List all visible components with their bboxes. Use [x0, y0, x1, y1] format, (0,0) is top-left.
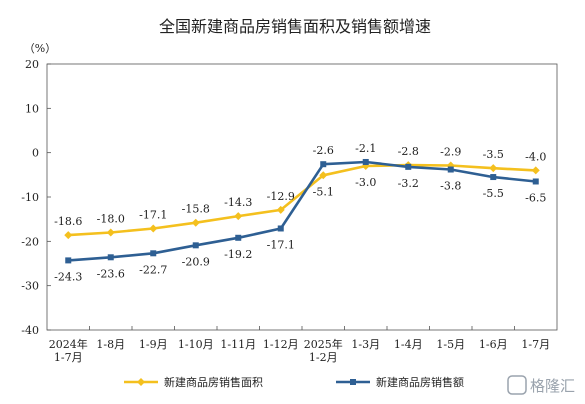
- series-layer: [64, 158, 540, 264]
- data-point: [65, 257, 72, 264]
- legend-marker: [350, 379, 356, 385]
- data-point: [362, 158, 369, 165]
- data-label: -23.6: [97, 267, 125, 280]
- data-label: -15.8: [182, 203, 210, 216]
- data-label: -24.3: [54, 270, 82, 283]
- data-point: [64, 231, 73, 240]
- data-point: [106, 228, 115, 237]
- x-tick-label: 2025年: [304, 337, 343, 351]
- data-label: -12.9: [267, 190, 295, 203]
- data-label: -5.5: [483, 187, 504, 200]
- data-point: [149, 224, 158, 233]
- data-label: -3.8: [440, 180, 461, 193]
- data-label: -17.1: [267, 238, 295, 251]
- data-label: -22.7: [139, 263, 167, 276]
- legend: 新建商品房销售面积 新建商品房销售额: [124, 375, 464, 389]
- y-tick-label: -10: [21, 191, 39, 204]
- watermark: 格隆汇: [507, 375, 575, 395]
- series-line-2: [68, 160, 536, 262]
- y-axis-unit: （%）: [24, 42, 56, 55]
- chart-title: 全国新建商品房销售面积及销售额增速: [159, 17, 431, 36]
- data-point: [490, 174, 497, 181]
- x-tick-label: 1-10月: [178, 338, 214, 351]
- data-point: [107, 254, 114, 261]
- data-label: -17.1: [139, 208, 167, 221]
- data-point: [191, 218, 200, 227]
- data-label: -4.0: [525, 150, 546, 163]
- data-point: [276, 205, 285, 214]
- watermark-logo-icon: [507, 375, 527, 395]
- x-tick-label: 1-11月: [220, 338, 256, 351]
- data-label: -3.2: [398, 177, 419, 190]
- data-label: -2.8: [398, 145, 419, 158]
- data-point: [531, 166, 540, 175]
- y-tick-label: 10: [25, 102, 39, 115]
- x-tick-label: 1-6月: [479, 338, 508, 351]
- data-label: -3.0: [355, 176, 376, 189]
- series-line-1: [68, 163, 536, 237]
- data-point: [319, 171, 328, 180]
- y-tick-label: -30: [21, 280, 39, 293]
- data-point: [150, 250, 157, 257]
- x-tick-label: 1-2月: [309, 351, 338, 364]
- data-point: [277, 225, 284, 232]
- watermark-text: 格隆汇: [530, 377, 575, 395]
- data-point: [405, 163, 412, 170]
- data-point: [234, 212, 243, 221]
- x-tick-label: 1-9月: [139, 338, 168, 351]
- x-tick-label: 1-8月: [96, 338, 125, 351]
- data-label: -14.3: [224, 196, 252, 209]
- data-point: [192, 242, 199, 249]
- legend-label: 新建商品房销售额: [376, 375, 464, 389]
- x-tick-label: 1-7月: [54, 351, 83, 364]
- y-tick-label: 0: [32, 147, 39, 160]
- x-tick-label: 2024年: [49, 337, 88, 351]
- y-axis-ticks: 20 10 0 -10 -20 -30 -40: [21, 58, 51, 337]
- y-tick-label: -40: [21, 324, 39, 337]
- data-label: -18.0: [97, 212, 125, 225]
- data-point: [532, 178, 539, 185]
- x-tick-label: 1-7月: [521, 338, 550, 351]
- data-label: -2.6: [313, 144, 334, 157]
- x-tick-label: 1-4月: [394, 338, 423, 351]
- legend-label: 新建商品房销售面积: [164, 375, 263, 389]
- data-point: [447, 166, 454, 173]
- data-label: -18.6: [54, 215, 82, 228]
- data-point: [235, 234, 242, 241]
- legend-marker: [137, 378, 145, 386]
- y-tick-label: -20: [21, 235, 39, 248]
- data-label: -6.5: [525, 191, 546, 204]
- data-label: -2.1: [355, 142, 376, 155]
- y-tick-label: 20: [25, 58, 39, 71]
- data-label: -3.5: [483, 148, 504, 161]
- data-label: -19.2: [224, 248, 252, 261]
- x-tick-label: 1-12月: [263, 338, 299, 351]
- data-point: [320, 161, 327, 168]
- x-tick-label: 1-5月: [436, 338, 465, 351]
- data-labels: -18.6 -18.0 -17.1 -15.8 -14.3 -12.9 -5.1 -3.0 -2…: [54, 142, 546, 283]
- data-label: -2.9: [440, 146, 461, 159]
- data-label: -20.9: [182, 255, 210, 268]
- data-point: [489, 164, 498, 173]
- data-label: -5.1: [313, 185, 334, 198]
- x-tick-label: 1-3月: [351, 338, 380, 351]
